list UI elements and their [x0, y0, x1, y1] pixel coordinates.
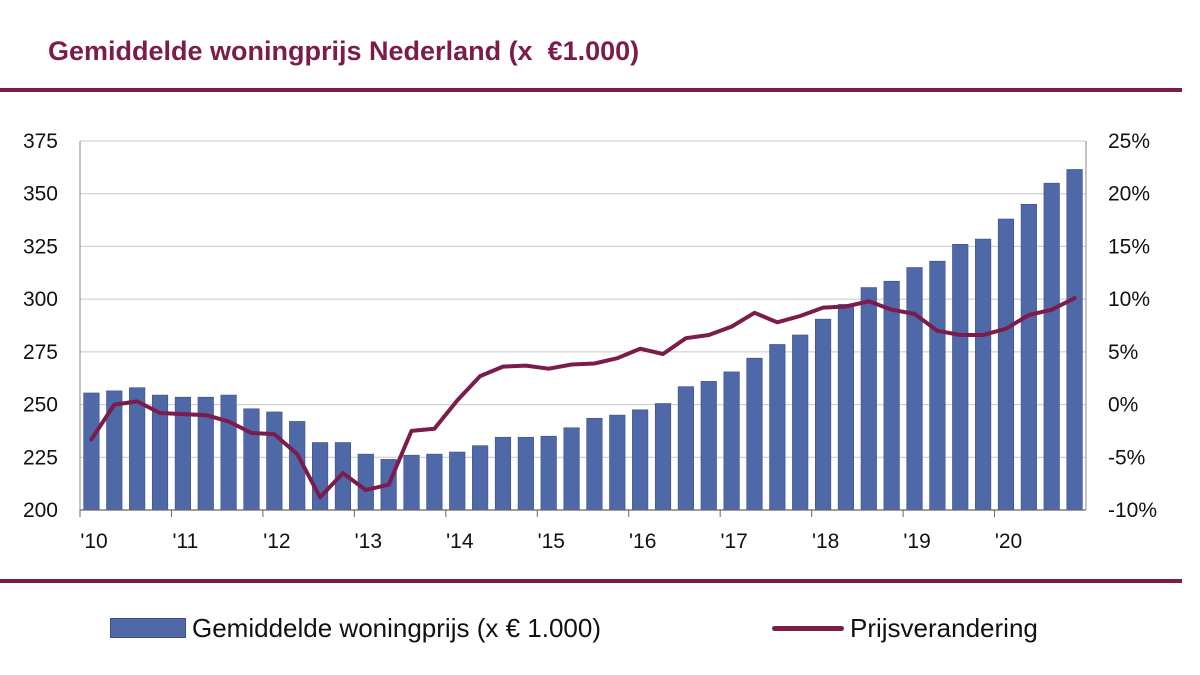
y-left-tick-label: 375: [23, 130, 58, 153]
y-left-tick-label: 300: [23, 288, 58, 311]
bar: [1066, 169, 1083, 511]
bottom-divider: [0, 579, 1182, 583]
bar: [540, 435, 557, 511]
bar: [311, 442, 329, 511]
bar: [654, 403, 672, 511]
x-tick-label: '16: [629, 530, 656, 553]
bar: [975, 238, 992, 511]
bar: [1020, 203, 1037, 511]
bar: [494, 436, 512, 511]
y-right-tick-label: -10%: [1108, 499, 1157, 522]
bar: [723, 371, 740, 511]
bar: [792, 334, 809, 511]
x-tick-label: '17: [720, 530, 747, 553]
bar: [563, 427, 580, 511]
x-tick-label: '19: [903, 530, 930, 553]
bar: [997, 218, 1015, 511]
bar: [860, 287, 877, 511]
legend-line-swatch: [772, 625, 844, 631]
x-tick-label: '14: [446, 530, 474, 553]
chart-canvas: 200 225 250 275 300 325 350 375 -10% -5% 0% 5% 10% 15…: [23, 130, 1157, 553]
bar: [586, 417, 603, 511]
x-tick-label: '13: [355, 530, 382, 553]
bar: [929, 260, 946, 511]
bar: [632, 409, 649, 511]
x-tick-label: '11: [173, 530, 199, 553]
bar: [83, 392, 100, 511]
y-right-tick-label: 25%: [1108, 130, 1150, 153]
bar: [106, 390, 123, 511]
y-left-tick-label: 275: [23, 341, 58, 364]
y-right-tick-label: -5%: [1108, 446, 1145, 469]
y-left-tick-label: 200: [23, 499, 58, 522]
y-left-tick-label: 225: [23, 446, 58, 469]
x-tick-label: '12: [263, 530, 290, 553]
x-tick-label: '20: [995, 530, 1022, 553]
bar: [357, 453, 374, 511]
chart-title: Gemiddelde woningprijs Nederland (x €1.0…: [48, 36, 640, 66]
legend-bar-swatch: [110, 618, 186, 638]
bar: [403, 454, 420, 511]
bar: [769, 344, 786, 511]
legend-bars-label: Gemiddelde woningprijs (x € 1.000): [192, 612, 601, 643]
bar: [266, 411, 283, 511]
y-right-tick-label: 5%: [1108, 341, 1138, 364]
y-right-tick-label: 0%: [1108, 394, 1138, 417]
bar: [1043, 182, 1060, 511]
bar: [746, 357, 763, 511]
bar: [837, 304, 855, 511]
y-left-tick-label: 325: [23, 235, 58, 258]
x-tick-label: '18: [812, 530, 839, 553]
legend-item-bars: Gemiddelde woningprijs (x € 1.000): [110, 612, 601, 644]
bar: [449, 451, 466, 511]
y-right-tick-label: 15%: [1108, 235, 1150, 258]
legend-line-label: Prijsverandering: [850, 612, 1038, 643]
bar: [700, 381, 717, 511]
bar: [952, 244, 969, 511]
line-series-prijsverandering: [89, 296, 1077, 500]
bar: [906, 267, 923, 511]
bar: [883, 280, 900, 511]
y-right-tick-label: 20%: [1108, 183, 1150, 206]
bar: [426, 453, 443, 511]
top-divider: [0, 88, 1182, 92]
y-left-tick-label: 250: [23, 394, 58, 417]
y-left-tick-label: 350: [23, 183, 58, 206]
y-right-tick-label: 10%: [1108, 288, 1150, 311]
bar: [220, 394, 237, 511]
bar: [609, 414, 626, 511]
x-tick-label: '15: [538, 530, 565, 553]
bar: [472, 445, 489, 511]
bar: [517, 436, 534, 511]
legend-item-line: Prijsverandering: [772, 612, 1038, 644]
x-tick-label: '10: [80, 530, 107, 553]
bar: [814, 318, 832, 511]
bar: [243, 408, 260, 511]
bar: [677, 386, 694, 511]
